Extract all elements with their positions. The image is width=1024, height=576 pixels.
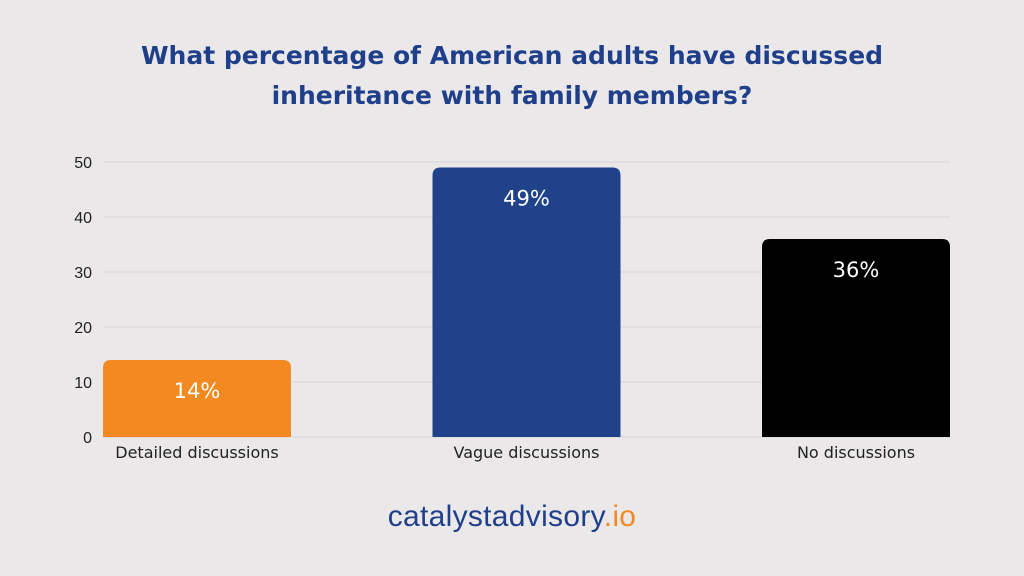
y-tick-label: 40 (74, 210, 92, 227)
y-tick-label: 0 (83, 430, 92, 447)
bar-value-label: 36% (833, 258, 880, 282)
bar-2 (762, 239, 950, 437)
bar-0 (103, 360, 291, 437)
y-tick-label: 30 (74, 265, 92, 282)
x-category-label: Detailed discussions (115, 443, 278, 462)
bar-value-label: 49% (503, 187, 550, 211)
bar-1 (432, 167, 621, 437)
brand-tld: .io (603, 500, 637, 533)
bar-value-label: 14% (174, 379, 221, 403)
brand-name: catalystadvisory (387, 500, 604, 533)
y-axis: 0 10 20 30 40 50 (74, 155, 92, 447)
y-tick-label: 20 (74, 320, 92, 337)
x-axis: Detailed discussions Vague discussions No … (115, 443, 915, 462)
chart-title: What percentage of American adults have … (0, 36, 1024, 116)
y-tick-label: 10 (74, 375, 92, 392)
brand-logo: catalystadvisory.io (0, 500, 1024, 534)
y-tick-label: 50 (74, 155, 92, 172)
bars: 14% 49% 36% (103, 167, 950, 437)
x-category-label: No discussions (797, 443, 915, 462)
x-category-label: Vague discussions (454, 443, 600, 462)
chart-title-line-1: What percentage of American adults have … (140, 41, 884, 70)
chart-title-line-2: inheritance with family members? (271, 81, 753, 110)
